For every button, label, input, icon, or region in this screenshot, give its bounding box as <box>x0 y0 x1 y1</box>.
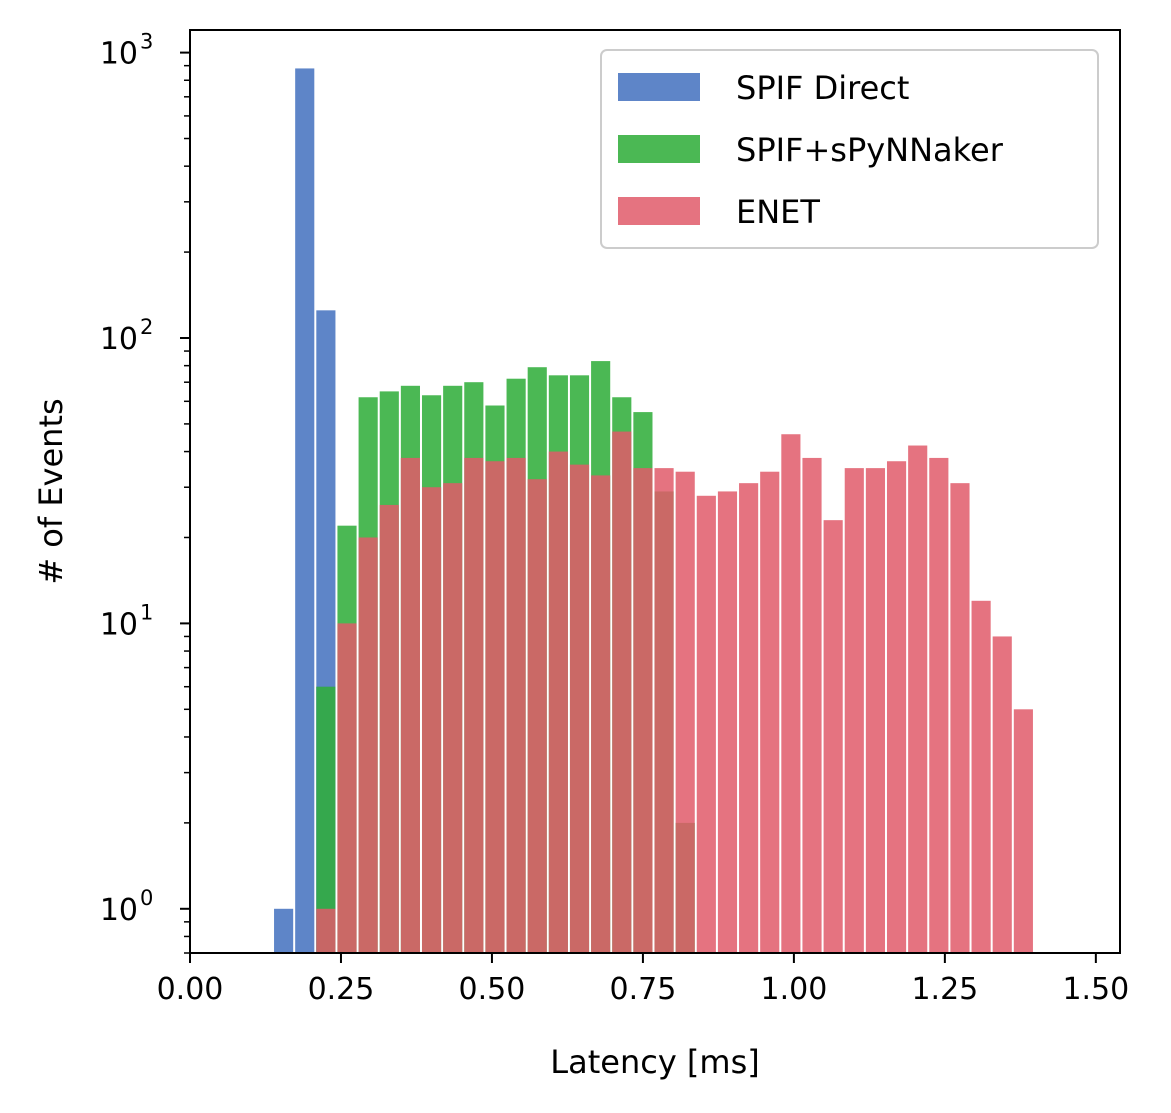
histogram-bar <box>274 908 294 953</box>
histogram-bar <box>717 491 738 953</box>
x-tick-label: 0.00 <box>157 972 224 1007</box>
histogram-bar <box>739 483 759 953</box>
y-tick-label: 10 <box>100 322 138 357</box>
histogram-bar <box>337 623 357 953</box>
histogram-bar <box>464 457 484 953</box>
histogram-bar <box>886 461 907 953</box>
histogram-bar <box>633 468 653 953</box>
histogram-bar <box>760 471 780 953</box>
x-tick-label: 0.50 <box>459 972 526 1007</box>
y-tick-exponent: 2 <box>140 315 153 339</box>
x-tick-label: 0.25 <box>308 972 375 1007</box>
legend-swatch <box>618 135 700 163</box>
histogram-bar <box>844 468 864 953</box>
histogram-bar <box>992 636 1012 953</box>
y-tick-exponent: 3 <box>140 30 153 54</box>
histogram-bar <box>929 457 949 953</box>
histogram-bar <box>506 457 526 953</box>
x-tick-label: 0.75 <box>610 972 677 1007</box>
legend-box <box>600 49 1099 249</box>
legend-entry: SPIF+sPyNNaker <box>736 131 1004 169</box>
histogram-bar <box>358 537 378 953</box>
plot-frame <box>189 29 1121 954</box>
histogram-bar <box>950 483 970 953</box>
histogram-bar <box>612 431 632 954</box>
histogram-bar <box>696 495 716 953</box>
histogram-bar <box>400 457 420 953</box>
histogram-bar <box>548 451 568 953</box>
legend-swatch <box>618 197 700 225</box>
histogram-bars <box>274 68 1033 954</box>
histogram-bar <box>908 445 928 953</box>
y-tick-exponent: 1 <box>140 600 153 624</box>
histogram-bar <box>421 487 442 953</box>
legend: SPIF Direct SPIF+sPyNNaker ENET <box>600 49 1099 249</box>
y-tick-label: 10 <box>100 607 138 642</box>
x-tick-label: 1.00 <box>760 972 827 1007</box>
histogram-bar <box>591 475 611 953</box>
y-tick-label: 10 <box>100 893 138 928</box>
histogram-bar <box>527 479 547 953</box>
x-tick-label: 1.25 <box>911 972 978 1007</box>
histogram-bar <box>443 483 463 953</box>
legend-entry: SPIF Direct <box>736 69 909 107</box>
legend-swatch <box>618 73 700 101</box>
histogram-bar <box>823 520 843 953</box>
histogram-bar <box>295 68 315 953</box>
histogram-bar <box>379 504 399 953</box>
histogram-bar <box>781 434 801 953</box>
histogram-bar <box>1013 709 1033 953</box>
histogram-bar <box>865 468 885 953</box>
y-axis-label: # of Events <box>32 398 70 584</box>
legend-entry: ENET <box>736 193 820 231</box>
x-tick-label: 1.50 <box>1062 972 1129 1007</box>
histogram-bar <box>569 464 590 953</box>
histogram-bar <box>675 471 695 953</box>
y-tick-exponent: 0 <box>140 886 153 910</box>
histogram-bar <box>802 457 822 953</box>
x-axis-label: Latency [ms] <box>550 1043 759 1081</box>
histogram-bar <box>316 908 336 953</box>
histogram-bar <box>485 461 505 953</box>
histogram-bar <box>316 686 336 953</box>
y-tick-label: 10 <box>100 37 138 72</box>
histogram-bar <box>654 468 674 953</box>
histogram-bar <box>971 600 991 953</box>
